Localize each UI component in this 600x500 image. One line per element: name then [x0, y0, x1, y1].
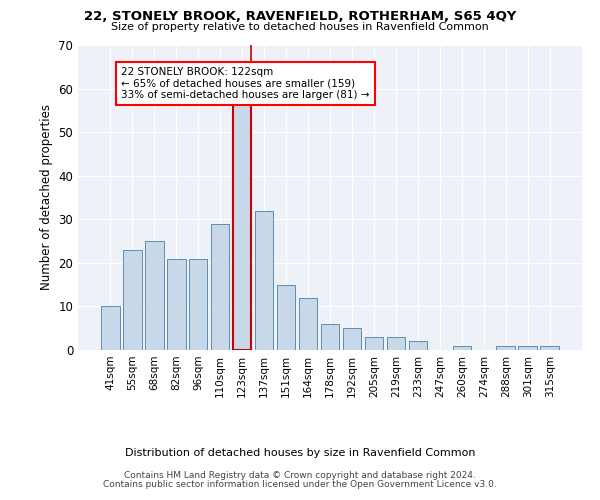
Bar: [541, 346, 559, 350]
Bar: [211, 224, 229, 350]
Bar: [145, 241, 164, 350]
Bar: [518, 346, 537, 350]
Y-axis label: Number of detached properties: Number of detached properties: [40, 104, 53, 290]
Bar: [365, 337, 383, 350]
Text: 22 STONELY BROOK: 122sqm
← 65% of detached houses are smaller (159)
33% of semi-: 22 STONELY BROOK: 122sqm ← 65% of detach…: [121, 67, 370, 100]
Bar: [277, 284, 295, 350]
Bar: [386, 337, 405, 350]
Bar: [167, 258, 185, 350]
Bar: [409, 342, 427, 350]
Bar: [255, 210, 274, 350]
Bar: [233, 93, 251, 350]
Text: Contains HM Land Registry data © Crown copyright and database right 2024.: Contains HM Land Registry data © Crown c…: [124, 471, 476, 480]
Text: Distribution of detached houses by size in Ravenfield Common: Distribution of detached houses by size …: [125, 448, 475, 458]
Bar: [452, 346, 471, 350]
Text: Size of property relative to detached houses in Ravenfield Common: Size of property relative to detached ho…: [111, 22, 489, 32]
Bar: [123, 250, 142, 350]
Text: 22, STONELY BROOK, RAVENFIELD, ROTHERHAM, S65 4QY: 22, STONELY BROOK, RAVENFIELD, ROTHERHAM…: [84, 10, 516, 23]
Bar: [299, 298, 317, 350]
Bar: [343, 328, 361, 350]
Bar: [101, 306, 119, 350]
Text: Contains public sector information licensed under the Open Government Licence v3: Contains public sector information licen…: [103, 480, 497, 489]
Bar: [496, 346, 515, 350]
Bar: [320, 324, 340, 350]
Bar: [189, 258, 208, 350]
